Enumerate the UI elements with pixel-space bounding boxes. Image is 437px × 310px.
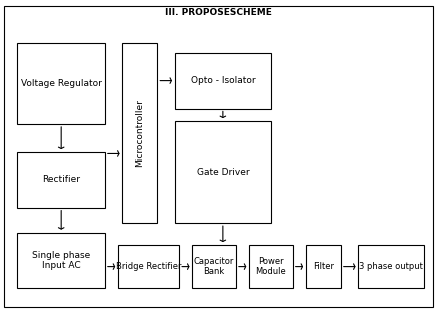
Bar (17, 43, 105, 124)
Text: III. PROPOSESCHEME: III. PROPOSESCHEME (165, 8, 272, 17)
Bar (306, 245, 341, 288)
Text: Power
Module: Power Module (256, 257, 286, 276)
Bar (122, 43, 157, 223)
Text: Opto - Isolator: Opto - Isolator (191, 76, 255, 85)
Text: Single phase
Input AC: Single phase Input AC (32, 251, 90, 270)
Text: Gate Driver: Gate Driver (197, 167, 249, 177)
Text: 3 phase output: 3 phase output (359, 262, 423, 271)
Text: Microcontroller: Microcontroller (135, 100, 144, 167)
Text: Rectifier: Rectifier (42, 175, 80, 184)
Bar (175, 53, 271, 108)
Bar (17, 152, 105, 208)
Text: Voltage Regulator: Voltage Regulator (21, 79, 102, 88)
Bar (17, 232, 105, 288)
Bar (192, 245, 236, 288)
Text: Filter: Filter (313, 262, 334, 271)
Text: Bridge Rectifier: Bridge Rectifier (116, 262, 181, 271)
Bar (358, 245, 424, 288)
Bar (249, 245, 293, 288)
Bar (118, 245, 179, 288)
Text: Capacitor
Bank: Capacitor Bank (194, 257, 234, 276)
Bar (175, 121, 271, 223)
